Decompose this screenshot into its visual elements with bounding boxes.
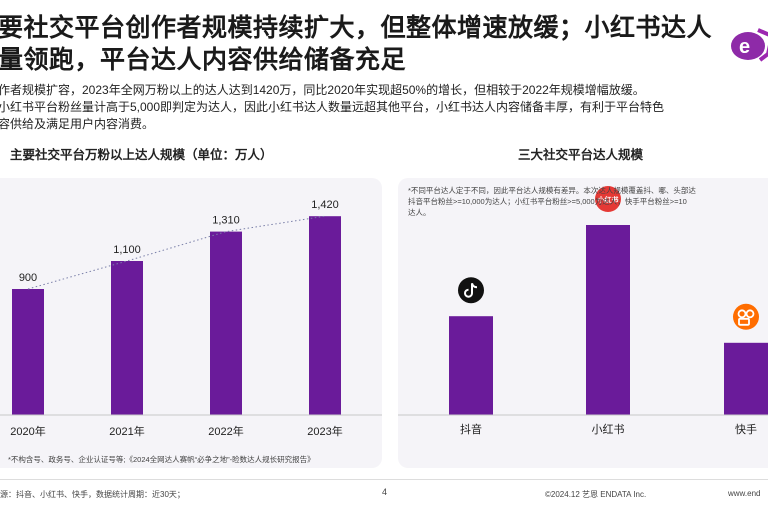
- svg-text:e: e: [739, 36, 750, 58]
- value-label: 1,310: [212, 215, 240, 227]
- category-label: 2020年: [10, 424, 45, 438]
- left-bar-chart: 900 2020年 1,100 2021年 1,310 2022年 1,420 2023年: [0, 199, 382, 438]
- page-number: 4: [382, 487, 388, 497]
- right-note-line-3: 达人。: [408, 208, 431, 217]
- right-note-line-2: 抖音平台粉丝>=10,000为达人；小红书平台粉丝>=5,000为达人；快手平台…: [408, 197, 687, 206]
- bar-抖音: [449, 316, 493, 415]
- left-chart-title: 主要社交平台万粉以上达人规模（单位：万人）: [10, 148, 273, 162]
- bar-快手: [724, 342, 768, 415]
- summary-text: 作者规模扩容，2023年全网万粉以上的达人达到1420万，同比2020年实现超5…: [0, 82, 758, 133]
- left-chart-note: *不构含号、政务号、企业认证号等;《2024全网达人赛帆“必争之地”-睑数达人规…: [8, 455, 315, 464]
- bar-2023年: [309, 216, 341, 415]
- right-note-line-1: *不同平台达人定于不同，因此平台达人规模有差异。本次达人规模覆盖抖、哪、头部达: [408, 186, 696, 195]
- right-chart-title: 三大社交平台达人规模: [518, 148, 644, 162]
- bar-2022年: [210, 231, 242, 415]
- category-label: 2021年: [109, 424, 144, 438]
- bullet-1: 作者规模扩容，2023年全网万粉以上的达人达到1420万，同比2020年实现超5…: [0, 83, 645, 97]
- footer-source: 源：抖音、小红书、快手，数据统计周期：近30天；: [0, 490, 185, 499]
- page-title: 要社交平台创作者规模持续扩大，但整体增速放缓；小红书达人 量领跑，平台达人内容供…: [0, 12, 738, 76]
- value-label: 900: [19, 272, 37, 284]
- category-label: 抖音: [460, 422, 482, 436]
- category-label: 2023年: [307, 424, 342, 438]
- svg-text:小红书: 小红书: [597, 195, 619, 204]
- bullet-2b: 容供给及满足用户内容消费。: [0, 117, 155, 131]
- footer-copyright: ©2024.12 艺恩 ENDATA Inc.: [545, 490, 647, 499]
- right-chart-note: *不同平台达人定于不同，因此平台达人规模有差异。本次达人规模覆盖抖、哪、头部达 …: [408, 185, 768, 218]
- footer-divider: [0, 479, 768, 480]
- bullet-2a: 小红书平台粉丝量计高于5,000即判定为达人，因此小红书达人数量远超其他平台，小…: [0, 100, 665, 114]
- trend-line: [27, 215, 326, 290]
- category-label: 2022年: [208, 424, 243, 438]
- value-label: 1,100: [113, 244, 141, 256]
- endata-logo-icon: e: [731, 28, 768, 62]
- bar-小红书: [586, 225, 630, 415]
- category-label: 小红书: [592, 423, 625, 436]
- value-label: 1,420: [311, 199, 339, 211]
- bar-2020年: [12, 289, 44, 415]
- bar-2021年: [111, 261, 143, 415]
- category-label: 快手: [735, 422, 757, 436]
- douyin-icon: [458, 277, 484, 304]
- xiaohongshu-icon: 小红书: [595, 186, 621, 212]
- kuaishou-icon: [733, 303, 759, 330]
- title-line-2: 量领跑，平台达人内容供给储备充足: [0, 46, 407, 74]
- title-line-1: 要社交平台创作者规模持续扩大，但整体增速放缓；小红书达人: [0, 14, 713, 42]
- footer-url: www.end: [728, 489, 761, 498]
